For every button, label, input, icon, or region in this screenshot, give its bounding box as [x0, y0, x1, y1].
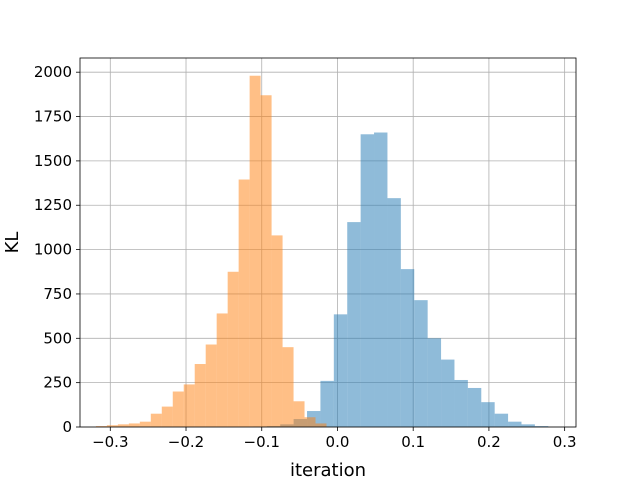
histogram-bar [216, 313, 228, 427]
y-tick-label: 1250 [34, 196, 72, 214]
histogram-bar [534, 426, 549, 427]
histogram-bar [139, 421, 151, 427]
y-tick-label: 500 [43, 329, 72, 347]
histogram-bar [150, 413, 162, 427]
histogram-bar [282, 347, 294, 427]
x-axis-label: iteration [290, 460, 366, 480]
x-axis-ticks: −0.3 −0.2 −0.1 0.0 0.1 0.2 0.3 [92, 427, 577, 451]
histogram-bar [117, 424, 129, 427]
x-tick-label: −0.3 [92, 433, 128, 451]
plot-frame [79, 57, 577, 428]
histogram-bar [106, 425, 118, 427]
x-tick-label: 0.3 [553, 433, 577, 451]
x-tick-label: 0.0 [326, 433, 350, 451]
y-axis-ticks: 0 250 500 750 1000 1250 1500 1750 2000 [34, 63, 80, 436]
histogram-bar [347, 222, 361, 427]
y-tick-label: 2000 [34, 63, 72, 81]
histogram-bar [249, 75, 261, 427]
histogram-bar [315, 423, 327, 427]
histogram-bar [508, 421, 522, 427]
x-tick-label: 0.1 [401, 433, 425, 451]
histogram-bar [374, 132, 388, 427]
histogram-bar [194, 364, 206, 427]
y-axis-label: KL [2, 232, 23, 254]
histogram-bar [320, 380, 334, 427]
histogram-bar [414, 300, 428, 427]
histogram-bar [238, 179, 250, 427]
histogram-bar [467, 387, 482, 427]
histogram-bar [128, 423, 140, 427]
y-tick-label: 750 [43, 285, 72, 303]
histogram-bar [521, 424, 535, 427]
series-0-bars [253, 132, 549, 427]
y-tick-label: 250 [43, 374, 72, 392]
histogram-bar [172, 391, 184, 427]
histogram-bar [481, 402, 495, 427]
series-1-bars [95, 75, 327, 427]
x-tick-label: −0.2 [168, 433, 204, 451]
histogram-bar [454, 379, 468, 427]
y-tick-label: 0 [62, 418, 72, 436]
histogram-bars [95, 75, 549, 427]
histogram-bar [293, 401, 305, 427]
histogram-bar [260, 95, 272, 427]
histogram-bar [95, 426, 107, 427]
histogram-bar [400, 269, 415, 427]
histogram-bar [333, 314, 348, 427]
y-tick-label: 1750 [34, 108, 72, 126]
grid-lines [80, 58, 576, 428]
histogram-bar [360, 134, 375, 427]
histogram-bar [304, 417, 316, 427]
histogram-bar [427, 338, 442, 427]
histogram-bar [205, 344, 217, 427]
histogram-bar [271, 235, 283, 427]
y-tick-label: 1500 [34, 152, 72, 170]
histogram-bar [183, 384, 195, 427]
histogram-bar [441, 359, 455, 427]
histogram-bar [387, 198, 401, 427]
x-tick-label: 0.2 [477, 433, 501, 451]
y-tick-label: 1000 [34, 241, 72, 259]
x-tick-label: −0.1 [244, 433, 280, 451]
histogram-bar [161, 406, 173, 427]
histogram-bar [494, 413, 509, 427]
histogram-bar [227, 271, 239, 427]
